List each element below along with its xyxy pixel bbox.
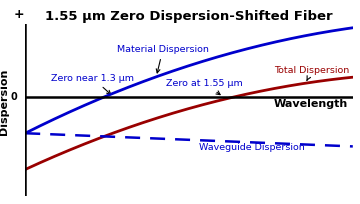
- Text: Zero at 1.55 μm: Zero at 1.55 μm: [166, 79, 243, 95]
- Text: Waveguide Dispersion: Waveguide Dispersion: [199, 143, 305, 152]
- Text: Zero near 1.3 μm: Zero near 1.3 μm: [51, 74, 134, 94]
- Text: +: +: [13, 8, 24, 21]
- Text: 0: 0: [10, 92, 17, 102]
- Text: Material Dispersion: Material Dispersion: [117, 45, 209, 73]
- Text: Wavelength: Wavelength: [274, 99, 348, 109]
- Text: Total Dispersion: Total Dispersion: [274, 66, 350, 80]
- Text: −: −: [13, 199, 24, 204]
- Title: 1.55 μm Zero Dispersion-Shifted Fiber: 1.55 μm Zero Dispersion-Shifted Fiber: [45, 10, 333, 23]
- Text: Dispersion: Dispersion: [0, 69, 9, 135]
